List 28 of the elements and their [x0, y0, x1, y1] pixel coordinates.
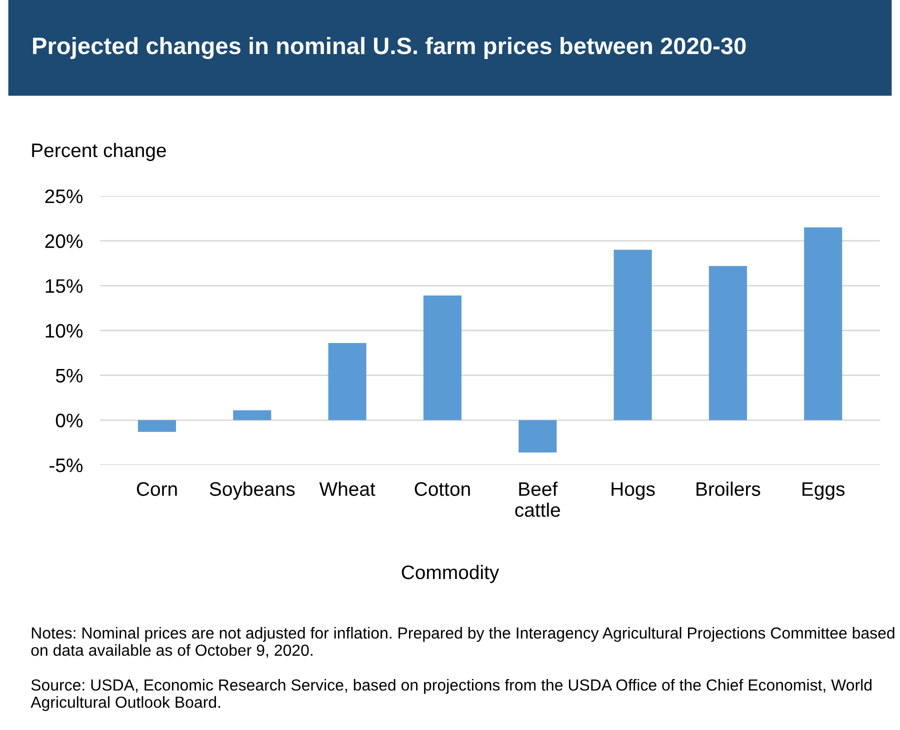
bar: [518, 420, 557, 452]
bar: [233, 410, 272, 420]
bar: [328, 343, 366, 420]
bar: [138, 420, 176, 432]
y-tick-label: -5%: [50, 458, 83, 472]
y-axis-title: Percent change: [32, 142, 166, 162]
bar: [804, 227, 842, 420]
x-tick-label: Cotton: [414, 482, 470, 496]
source-note: Source: USDA, Economic Research Service, based on projections from the USDA Office of the Chief Economist, World Agricultural Outlook Board.: [30, 678, 872, 712]
y-tick-label: 20%: [45, 234, 83, 248]
x-tick-label: Beef cattle: [515, 482, 560, 517]
y-tick-label: 15%: [46, 279, 83, 293]
bar: [708, 266, 747, 420]
x-tick-label: Broilers: [696, 482, 760, 496]
bar: [614, 250, 652, 420]
y-tick-label: 5%: [56, 368, 83, 383]
x-tick-label: Corn: [136, 482, 177, 496]
x-tick-label: Soybeans: [210, 482, 295, 500]
chart-title: Projected changes in nominal U.S. farm prices between 2020-30: [33, 36, 746, 60]
y-tick-label: 0%: [56, 414, 83, 428]
bar: [423, 296, 462, 420]
x-axis-title: Commodity: [402, 564, 500, 584]
text: Notes: Nominal prices are not adjusted for inflation. Prepared by the Interagency Agricultural Projections Committee based on data available as of October 9, 2020.: [31, 626, 894, 658]
y-tick-label: 10%: [46, 324, 83, 338]
x-tick-label: Eggs: [802, 482, 845, 500]
x-tick-label: Wheat: [319, 482, 376, 496]
y-tick-label: 25%: [45, 189, 83, 204]
x-tick-label: Hogs: [612, 482, 655, 500]
